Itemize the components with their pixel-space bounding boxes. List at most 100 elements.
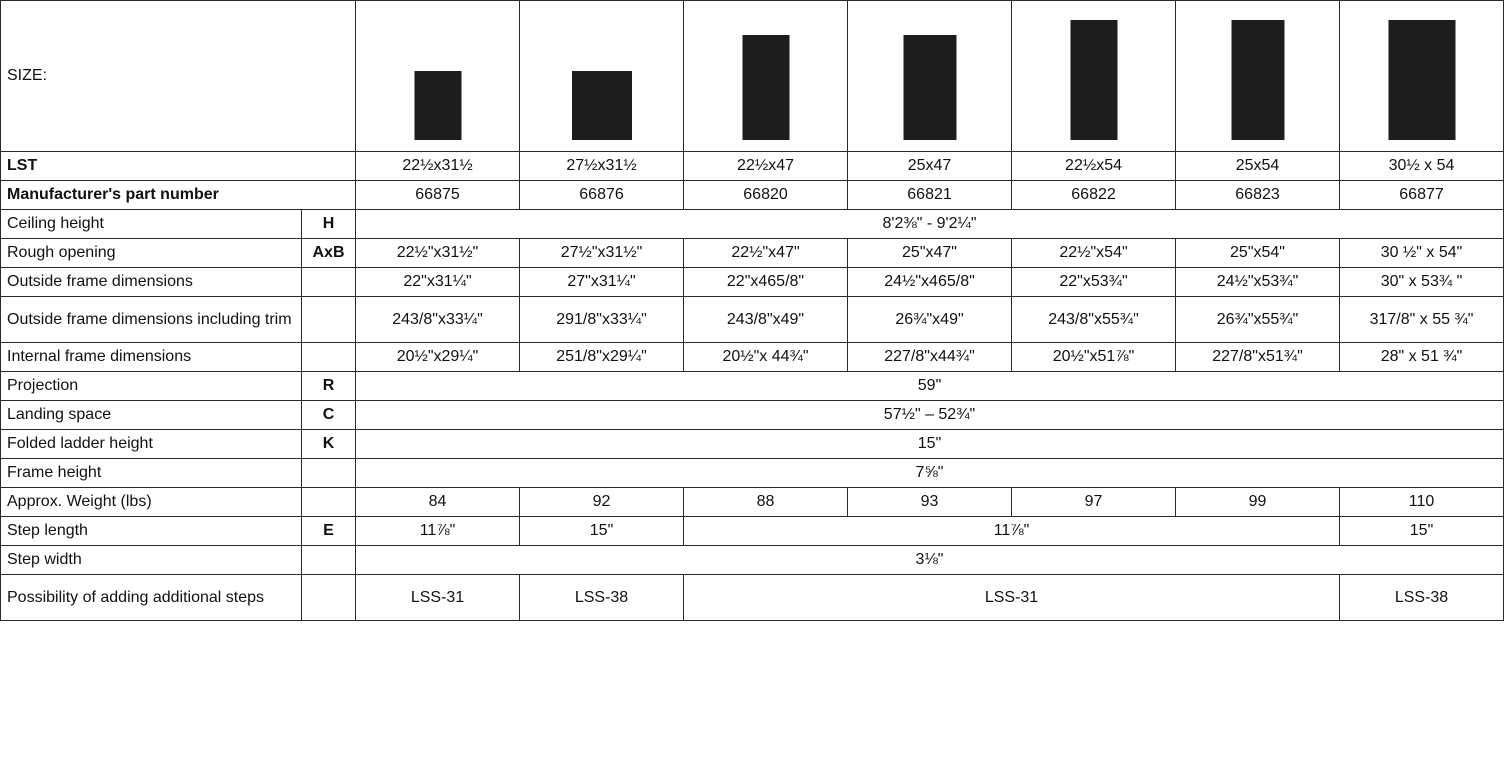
outside-frame-value: 27"x31¼" [519, 267, 685, 297]
part-number-row: Manufacturer's part number 66875 66876 6… [0, 180, 1504, 210]
additional-steps-label: Possibility of adding additional steps [0, 574, 302, 621]
ceiling-height-value: 8'2⅜" - 9'2¼" [355, 209, 1504, 239]
internal-frame-symbol [300, 342, 357, 372]
projection-value: 59" [355, 371, 1504, 401]
size-icon-66875 [414, 71, 462, 140]
outside-frame-trim-value: 26¾"x49" [847, 296, 1013, 343]
size-icon-cell [519, 0, 685, 152]
additional-steps-value: LSS-31 [683, 574, 1341, 621]
projection-label: Projection [0, 371, 302, 401]
weight-value: 88 [683, 487, 849, 517]
outside-frame-value: 24½"x465/8" [847, 267, 1013, 297]
rough-opening-value: 22½"x31½" [355, 238, 521, 268]
frame-height-row: Frame height 7⅝" [0, 458, 1504, 488]
part-number-value: 66877 [1339, 180, 1504, 210]
additional-steps-row: Possibility of adding additional steps L… [0, 574, 1504, 621]
step-length-value: 15" [519, 516, 685, 546]
rough-opening-row: Rough opening AxB 22½"x31½" 27½"x31½" 22… [0, 238, 1504, 268]
outside-frame-trim-value: 243/8"x49" [683, 296, 849, 343]
landing-space-value: 57½" – 52¾" [355, 400, 1504, 430]
projection-row: Projection R 59" [0, 371, 1504, 401]
step-length-value: 11⅞" [683, 516, 1341, 546]
weight-value: 92 [519, 487, 685, 517]
size-icon-66820 [742, 35, 790, 140]
weight-label: Approx. Weight (lbs) [0, 487, 302, 517]
specification-table: SIZE: LST 22½x31½ 27½x31½ 22½x47 25x47 2… [0, 0, 1504, 621]
additional-steps-value: LSS-38 [1339, 574, 1504, 621]
outside-frame-value: 24½"x53¾" [1175, 267, 1341, 297]
outside-frame-value: 22"x465/8" [683, 267, 849, 297]
size-icon-66821 [903, 35, 957, 140]
outside-frame-trim-label: Outside frame dimensions including trim [0, 296, 302, 343]
size-row: SIZE: [0, 0, 1504, 152]
internal-frame-value: 227/8"x51¾" [1175, 342, 1341, 372]
outside-frame-label: Outside frame dimensions [0, 267, 302, 297]
outside-frame-trim-value: 243/8"x55¾" [1011, 296, 1177, 343]
size-icon-cell [355, 0, 521, 152]
step-length-symbol: E [300, 516, 357, 546]
internal-frame-value: 20½"x51⅞" [1011, 342, 1177, 372]
outside-frame-row: Outside frame dimensions 22"x31¼" 27"x31… [0, 267, 1504, 297]
ceiling-height-symbol: H [300, 209, 357, 239]
outside-frame-trim-value: 291/8"x33¼" [519, 296, 685, 343]
frame-height-symbol [300, 458, 357, 488]
lst-value: 25x47 [847, 151, 1013, 181]
size-icon-cell [1175, 0, 1341, 152]
part-number-value: 66820 [683, 180, 849, 210]
ceiling-height-row: Ceiling height H 8'2⅜" - 9'2¼" [0, 209, 1504, 239]
size-icon-cell [1011, 0, 1177, 152]
additional-steps-symbol [300, 574, 357, 621]
rough-opening-value: 27½"x31½" [519, 238, 685, 268]
size-icon-66822 [1070, 20, 1118, 140]
internal-frame-value: 20½"x29¼" [355, 342, 521, 372]
folded-ladder-value: 15" [355, 429, 1504, 459]
size-icon-66877 [1388, 20, 1456, 140]
step-length-value: 15" [1339, 516, 1504, 546]
frame-height-value: 7⅝" [355, 458, 1504, 488]
step-length-row: Step length E 11⅞" 15" 11⅞" 15" [0, 516, 1504, 546]
part-number-label: Manufacturer's part number [0, 180, 357, 210]
weight-value: 93 [847, 487, 1013, 517]
part-number-value: 66823 [1175, 180, 1341, 210]
internal-frame-row: Internal frame dimensions 20½"x29¼" 251/… [0, 342, 1504, 372]
rough-opening-value: 22½"x47" [683, 238, 849, 268]
internal-frame-value: 28" x 51 ¾" [1339, 342, 1504, 372]
part-number-value: 66822 [1011, 180, 1177, 210]
part-number-value: 66876 [519, 180, 685, 210]
internal-frame-label: Internal frame dimensions [0, 342, 302, 372]
step-width-row: Step width 3⅛" [0, 545, 1504, 575]
outside-frame-trim-row: Outside frame dimensions including trim … [0, 296, 1504, 343]
outside-frame-trim-symbol [300, 296, 357, 343]
landing-space-row: Landing space C 57½" – 52¾" [0, 400, 1504, 430]
additional-steps-value: LSS-38 [519, 574, 685, 621]
additional-steps-value: LSS-31 [355, 574, 521, 621]
size-icon-cell [683, 0, 849, 152]
part-number-value: 66875 [355, 180, 521, 210]
weight-value: 110 [1339, 487, 1504, 517]
size-icon-66876 [571, 71, 632, 140]
weight-row: Approx. Weight (lbs) 84 92 88 93 97 99 1… [0, 487, 1504, 517]
outside-frame-value: 30" x 53¾ " [1339, 267, 1504, 297]
size-icon-cell [847, 0, 1013, 152]
ceiling-height-label: Ceiling height [0, 209, 302, 239]
step-length-label: Step length [0, 516, 302, 546]
rough-opening-value: 30 ½" x 54" [1339, 238, 1504, 268]
frame-height-label: Frame height [0, 458, 302, 488]
size-label: SIZE: [0, 0, 357, 152]
lst-value: 27½x31½ [519, 151, 685, 181]
weight-value: 84 [355, 487, 521, 517]
weight-value: 99 [1175, 487, 1341, 517]
lst-value: 22½x54 [1011, 151, 1177, 181]
rough-opening-label: Rough opening [0, 238, 302, 268]
step-width-symbol [300, 545, 357, 575]
internal-frame-value: 20½"x 44¾" [683, 342, 849, 372]
rough-opening-value: 25"x54" [1175, 238, 1341, 268]
step-length-value: 11⅞" [355, 516, 521, 546]
lst-value: 25x54 [1175, 151, 1341, 181]
lst-value: 22½x31½ [355, 151, 521, 181]
step-width-value: 3⅛" [355, 545, 1504, 575]
step-width-label: Step width [0, 545, 302, 575]
size-icon-cell [1339, 0, 1504, 152]
projection-symbol: R [300, 371, 357, 401]
lst-value: 22½x47 [683, 151, 849, 181]
